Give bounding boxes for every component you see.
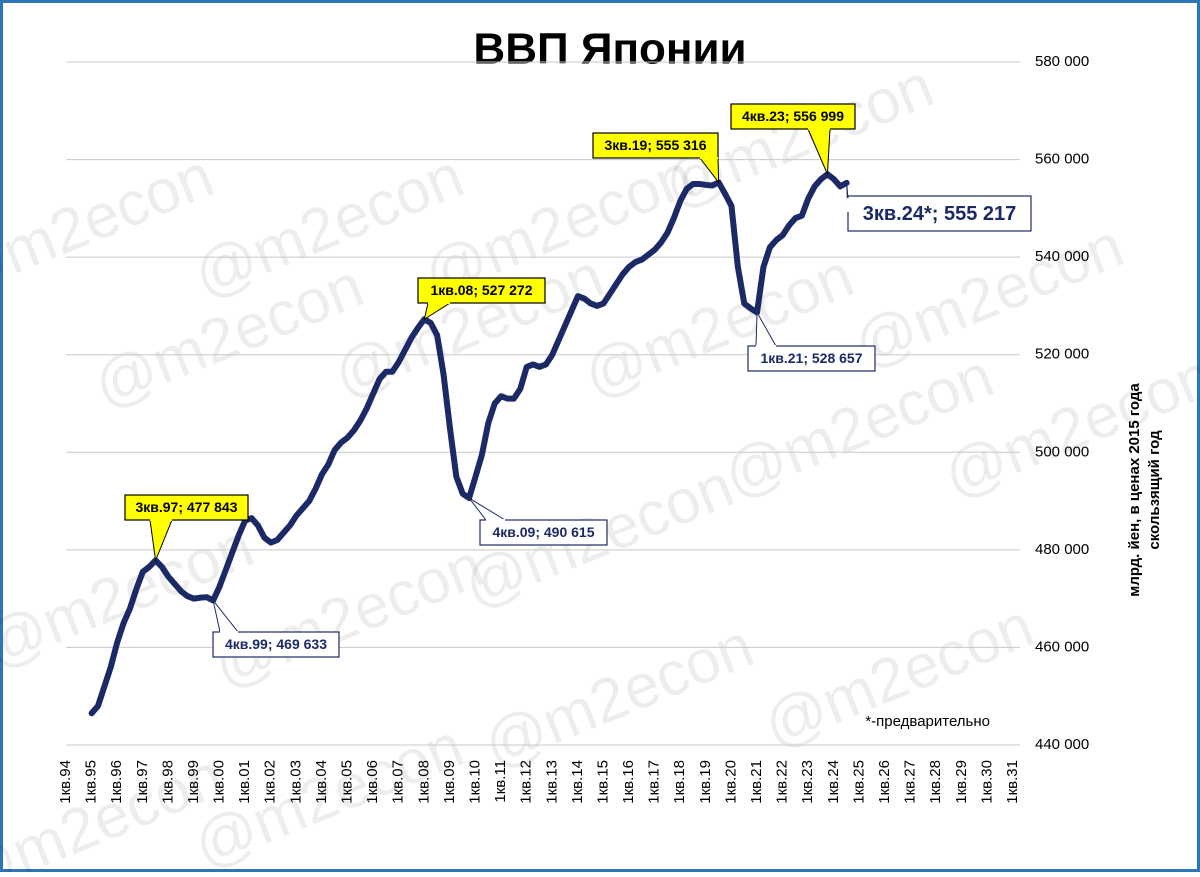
y-axis-label-line: скользящий год [1146,430,1163,550]
x-tick-label: 1кв.16 [620,760,637,804]
callout-box [747,345,876,372]
y-tick-label: 520 000 [1035,346,1089,363]
x-tick-label: 1кв.21 [748,760,765,804]
x-tick-label: 1кв.04 [313,760,330,804]
y-tick-label: 460 000 [1035,638,1089,655]
x-tick-label: 1кв.27 [902,760,919,804]
x-tick-label: 1кв.14 [569,760,586,804]
x-tick-label: 1кв.03 [287,760,304,804]
x-tick-label: 1кв.19 [697,760,714,804]
callout-box [124,494,249,521]
x-tick-label: 1кв.10 [466,760,483,804]
callout-box [212,631,340,658]
y-tick-label: 440 000 [1035,736,1089,753]
y-tick-label: 540 000 [1035,248,1089,265]
callout-label: 1кв.08; 527 272 [430,282,532,298]
callout-box [417,277,546,304]
x-tick-label: 1кв.09 [441,760,458,804]
callout-label: 3кв.19; 555 316 [604,137,706,153]
x-tick-label: 1кв.94 [57,760,74,804]
x-tick-label: 1кв.22 [774,760,791,804]
callout-box [479,519,608,546]
x-tick-label: 1кв.97 [134,760,151,804]
y-tick-label: 500 000 [1035,443,1089,460]
callout-label: 1кв.21; 528 657 [760,350,862,366]
y-tick-label: 580 000 [1035,53,1089,70]
x-tick-label: 1кв.30 [978,760,995,804]
x-tick-label: 1кв.00 [211,760,228,804]
y-tick-label: 480 000 [1035,541,1089,558]
callout-label: 4кв.09; 490 615 [492,524,594,540]
callout-box [592,132,719,159]
x-tick-label: 1кв.23 [799,760,816,804]
x-tick-label: 1кв.15 [594,760,611,804]
x-tick-label: 1кв.12 [518,760,535,804]
x-tick-label: 1кв.07 [390,760,407,804]
x-tick-label: 1кв.99 [185,760,202,804]
x-tick-label: 1кв.29 [953,760,970,804]
x-tick-label: 1кв.98 [159,760,176,804]
x-tick-label: 1кв.24 [825,760,842,804]
y-tick-label: 560 000 [1035,151,1089,168]
x-tick-label: 1кв.08 [415,760,432,804]
callout-label: 3кв.97; 477 843 [135,499,237,515]
x-tick-label: 1кв.95 [83,760,100,804]
callout-box [847,195,1032,232]
x-tick-label: 1кв.02 [262,760,279,804]
callout-box [730,103,856,130]
callout-label: 4кв.23; 556 999 [742,108,844,124]
x-tick-label: 1кв.13 [543,760,560,804]
y-axis-label: млрд. йен, в ценах 2015 года скользящий … [1126,383,1163,597]
x-tick-label: 1кв.11 [492,760,509,803]
note: *-предварительно [865,713,990,730]
x-tick-label: 1кв.25 [850,760,867,804]
x-tick-label: 1кв.26 [876,760,893,804]
x-tick-label: 1кв.96 [108,760,125,804]
x-tick-label: 1кв.31 [1004,760,1021,804]
y-axis-label-line: млрд. йен, в ценах 2015 года [1126,383,1143,597]
x-tick-label: 1кв.17 [646,760,663,804]
x-tick-label: 1кв.18 [671,760,688,804]
x-tick-label: 1кв.05 [339,760,356,804]
x-tick-label: 1кв.28 [927,760,944,804]
x-tick-label: 1кв.20 [722,760,739,804]
chart-title: ВВП Японии [473,25,746,74]
callout-label: 4кв.99; 469 633 [225,636,327,652]
x-tick-label: 1кв.01 [236,760,253,804]
x-tick-label: 1кв.06 [364,760,381,804]
callout-label: 3кв.24*; 555 217 [863,203,1017,225]
